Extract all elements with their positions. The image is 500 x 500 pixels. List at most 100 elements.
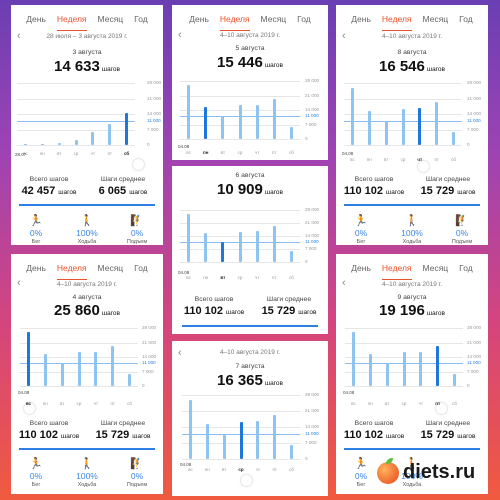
x-tick-label: сб bbox=[452, 401, 457, 406]
period-tabs: День Неделя Месяц Год bbox=[11, 254, 163, 280]
tab-week[interactable]: Неделя bbox=[56, 14, 87, 31]
week-start-date: 04.08 bbox=[343, 390, 355, 395]
bar-пт bbox=[272, 99, 276, 139]
activity-run: 🏃 0% Бег bbox=[336, 457, 386, 488]
x-tick-label: пн bbox=[39, 151, 45, 156]
gridline bbox=[180, 139, 300, 140]
y-tick-label: 14 000 bbox=[142, 354, 157, 359]
prev-week-icon[interactable]: ‹ bbox=[178, 347, 182, 359]
week-start-date: 04.08 bbox=[178, 270, 190, 275]
steps-card-aug7: ‹ 4–10 августа 2019 г. 7 августа 16 365 ш… bbox=[172, 341, 328, 496]
bar-ср bbox=[402, 352, 406, 386]
prev-week-icon[interactable]: ‹ bbox=[178, 29, 182, 41]
tab-day[interactable]: День bbox=[189, 14, 209, 24]
x-tick-label: сб bbox=[289, 150, 294, 155]
tab-week[interactable]: Неделя bbox=[56, 263, 87, 280]
average-label: 11 000 bbox=[142, 360, 156, 366]
tab-week[interactable]: Неделя bbox=[381, 263, 412, 280]
bar-пт bbox=[272, 226, 276, 262]
progress-bar bbox=[344, 448, 480, 450]
tab-month[interactable]: Месяц bbox=[97, 263, 124, 273]
y-tick-label: 14 000 bbox=[147, 111, 162, 116]
activity-climb: 🧗 0% Подъем bbox=[112, 457, 162, 488]
y-tick-label: 21 000 bbox=[305, 408, 320, 413]
x-tick-label: вт bbox=[383, 157, 389, 162]
climb-icon: 🧗 bbox=[455, 215, 469, 227]
tab-month[interactable]: Месяц bbox=[260, 14, 287, 24]
tab-month[interactable]: Месяц bbox=[422, 14, 449, 24]
bar-пн bbox=[204, 233, 208, 262]
tab-day[interactable]: День bbox=[26, 14, 46, 24]
week-start-date: 04.08 bbox=[342, 151, 354, 156]
y-tick-label: 21 000 bbox=[147, 95, 162, 101]
gridline bbox=[344, 83, 462, 84]
progress-bar bbox=[182, 325, 318, 327]
activity-walk: 🚶 100% Ходьба bbox=[387, 457, 437, 488]
week-range: 4–10 августа 2019 г. bbox=[381, 281, 443, 288]
average-steps: Шаги среднее 15 729 шагов bbox=[420, 176, 476, 197]
prev-week-icon[interactable]: ‹ bbox=[342, 277, 346, 289]
walk-icon: 🚶 bbox=[405, 458, 419, 470]
gridline bbox=[17, 98, 135, 100]
prev-week-icon[interactable]: ‹ bbox=[17, 30, 21, 42]
x-tick-label: вт bbox=[220, 275, 226, 280]
x-tick-label: пт bbox=[272, 467, 277, 472]
average-label: 11 000 bbox=[467, 360, 481, 366]
x-tick-label: вс bbox=[188, 467, 193, 472]
week-start-date: 04.08 bbox=[178, 144, 190, 149]
tab-day[interactable]: День bbox=[351, 263, 371, 273]
x-tick-label: ср bbox=[238, 467, 244, 472]
x-tick-label: ср bbox=[76, 401, 82, 406]
gridline bbox=[20, 386, 138, 387]
tab-year[interactable]: Год bbox=[459, 14, 473, 24]
steps-card-aug6: 6 августа 10 909 шагов Всего шагов 110 10… bbox=[172, 166, 328, 334]
timeline-handle[interactable] bbox=[24, 403, 35, 414]
bar-чт bbox=[94, 351, 98, 386]
x-tick-label: пн bbox=[202, 150, 209, 155]
bar-чт bbox=[255, 231, 259, 262]
tab-week[interactable]: Неделя bbox=[219, 14, 250, 31]
tab-day[interactable]: День bbox=[351, 14, 371, 24]
week-range: 28 июля – 3 августа 2019 г. bbox=[46, 33, 128, 40]
total-steps: Всего шагов 110 102 шагов bbox=[183, 296, 245, 317]
x-tick-label: сб bbox=[289, 275, 294, 280]
x-tick-label: вс bbox=[23, 151, 28, 156]
bar-чт bbox=[255, 104, 259, 139]
tab-year[interactable]: Год bbox=[134, 263, 148, 273]
tab-year[interactable]: Год bbox=[134, 14, 148, 24]
prev-week-icon[interactable]: ‹ bbox=[17, 277, 21, 289]
timeline-handle[interactable] bbox=[436, 403, 447, 414]
x-tick-label: вт bbox=[220, 150, 226, 155]
bar-ср bbox=[239, 421, 243, 459]
tab-week[interactable]: Неделя bbox=[381, 14, 412, 31]
x-tick-label: пт bbox=[107, 151, 112, 156]
selected-steps: 16 546 шагов bbox=[378, 58, 446, 75]
steps-card-aug4: День Неделя Месяц Год ‹ 4–10 августа 201… bbox=[11, 254, 163, 494]
bar-вс bbox=[188, 399, 192, 459]
timeline-handle[interactable] bbox=[418, 161, 429, 172]
average-label: 11 000 bbox=[467, 117, 481, 123]
bar-вт bbox=[221, 116, 225, 139]
y-tick-label: 0 bbox=[142, 383, 145, 388]
x-tick-label: вт bbox=[221, 467, 227, 472]
tab-year[interactable]: Год bbox=[459, 263, 473, 273]
gridline bbox=[180, 95, 300, 97]
tab-month[interactable]: Месяц bbox=[97, 14, 124, 24]
bar-чт bbox=[256, 421, 260, 459]
x-tick-label: пн bbox=[203, 275, 209, 280]
prev-week-icon[interactable]: ‹ bbox=[342, 30, 346, 42]
bar-чт bbox=[91, 131, 95, 145]
average-label: 11 000 bbox=[305, 238, 319, 244]
bar-сб bbox=[125, 112, 129, 145]
tab-year[interactable]: Год bbox=[297, 14, 311, 24]
total-steps: Всего шагов 42 457 шагов bbox=[21, 176, 77, 197]
timeline-handle[interactable] bbox=[133, 159, 144, 170]
y-tick-label: 7 000 bbox=[467, 368, 479, 374]
timeline-handle[interactable] bbox=[241, 475, 252, 486]
tab-month[interactable]: Месяц bbox=[422, 263, 449, 273]
y-tick-label: 28 000 bbox=[305, 78, 320, 83]
bar-ср bbox=[238, 105, 242, 139]
activity-climb: 🧗 0% Подъем bbox=[437, 214, 487, 245]
x-tick-label: вс bbox=[186, 150, 191, 155]
tab-day[interactable]: День bbox=[26, 263, 46, 273]
